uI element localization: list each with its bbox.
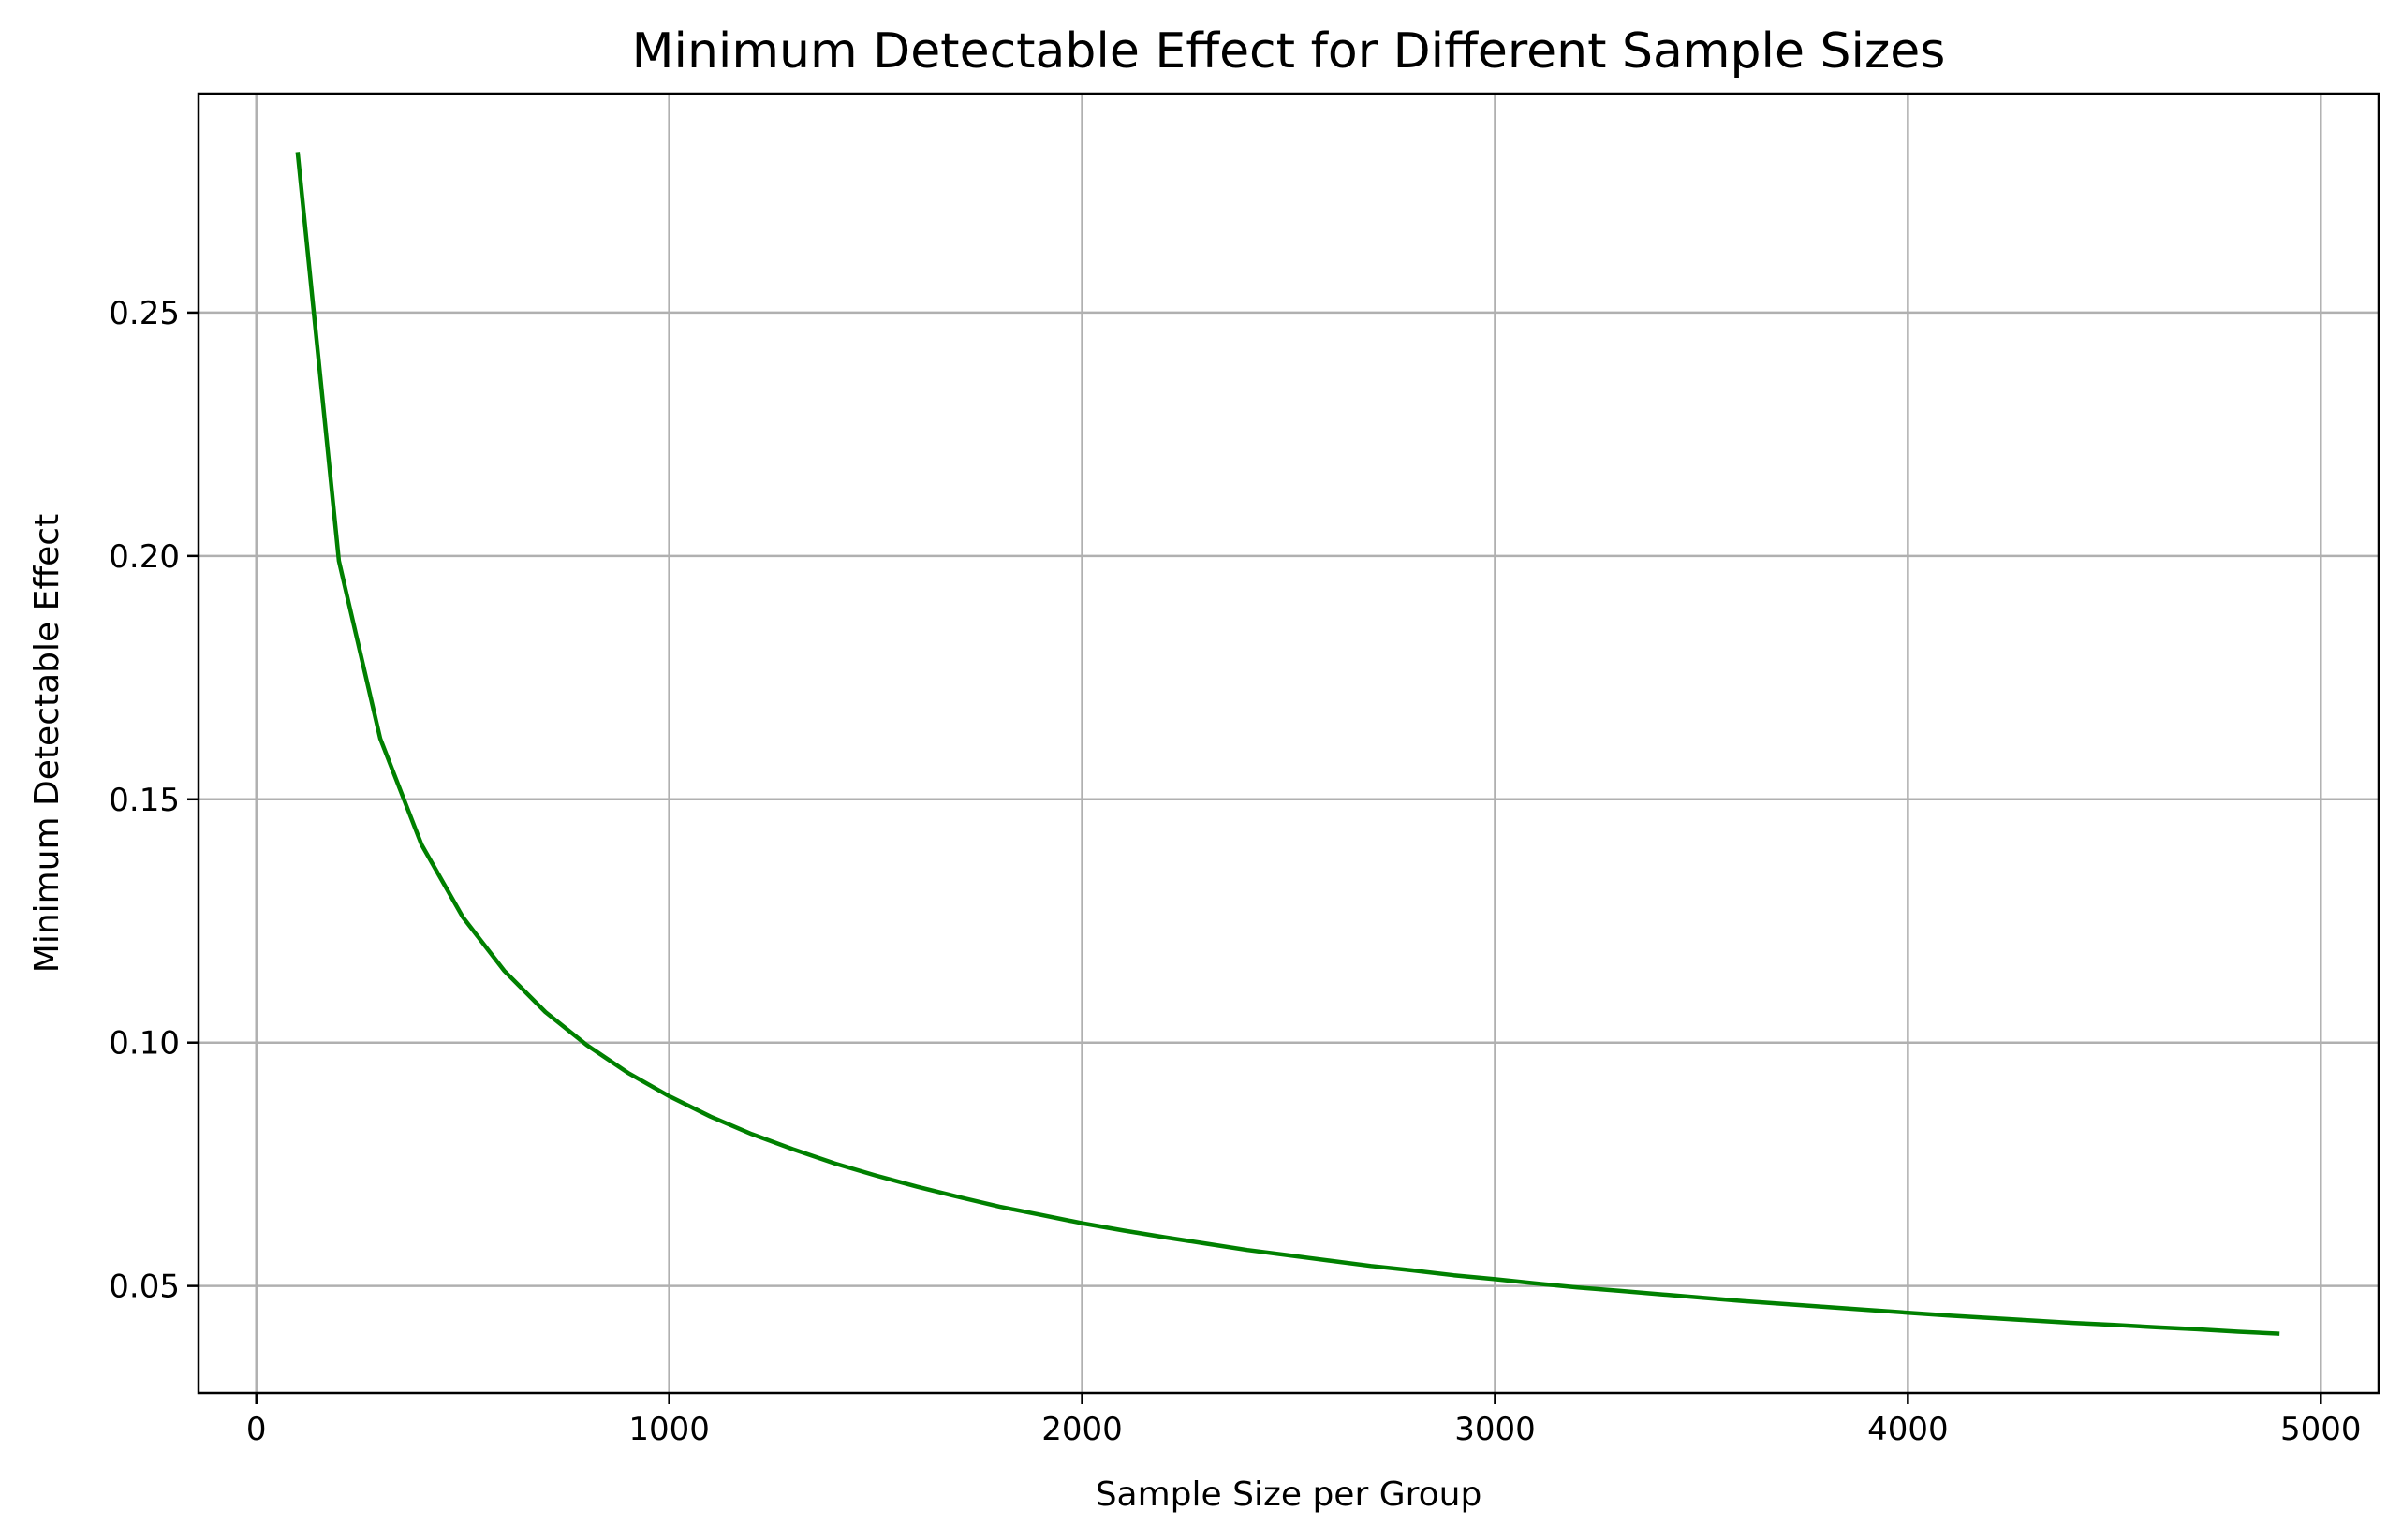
x-axis-label: Sample Size per Group (1096, 1475, 1482, 1514)
x-tick-label: 2000 (1041, 1411, 1123, 1448)
grid (199, 94, 2379, 1393)
plot-frame (197, 92, 2380, 1395)
tick-layer: 0 1000 2000 3000 4000 5000 0.05 0.10 0.15 0.20 0.2… (109, 295, 2361, 1448)
y-tick-label: 0.15 (109, 782, 180, 819)
series-line-0 (295, 152, 2280, 1336)
x-tick-label: 5000 (2280, 1411, 2362, 1448)
y-tick-label: 0.20 (109, 538, 180, 576)
x-tick-label: 0 (246, 1411, 267, 1448)
chart-title: Minimum Detectable Effect for Different … (632, 23, 1946, 80)
x-tick-label: 3000 (1454, 1411, 1536, 1448)
y-tick-label: 0.05 (109, 1269, 180, 1306)
y-axis-label: Minimum Detectable Effect (28, 514, 66, 973)
y-tick-label: 0.25 (109, 295, 180, 332)
series-layer (295, 152, 2280, 1336)
x-tick-label: 4000 (1867, 1411, 1949, 1448)
x-tick-label: 1000 (628, 1411, 710, 1448)
y-tick-label: 0.10 (109, 1025, 180, 1063)
